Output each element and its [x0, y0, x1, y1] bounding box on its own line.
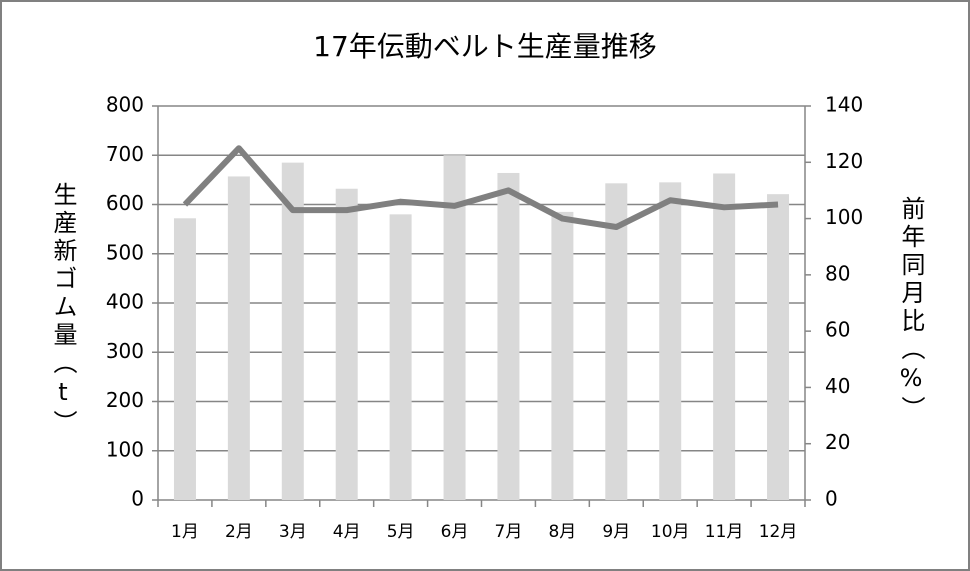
x-tick-label: 4月 [333, 522, 361, 542]
x-tick-label: 1月 [171, 522, 199, 542]
y-axis-title: 生産新ゴム量（t） [49, 182, 77, 438]
bar [389, 214, 412, 500]
x-tick-label: 8月 [548, 522, 576, 542]
x-tick-label: 2月 [225, 522, 253, 542]
y2-tick-label: 60 [825, 318, 850, 342]
y-tick-label: 300 [106, 339, 144, 363]
y2-tick-label: 0 [825, 487, 838, 511]
bar [173, 218, 196, 501]
x-tick-label: 11月 [705, 522, 744, 542]
bar [281, 162, 304, 500]
line [182, 145, 779, 231]
bar [659, 182, 682, 500]
y-tick-label: 0 [131, 487, 144, 511]
x-tick-label: 6月 [441, 522, 469, 542]
y-tick-label: 200 [106, 388, 144, 412]
x-tick-label: 12月 [759, 522, 798, 542]
y2-tick-label: 20 [825, 430, 850, 454]
x-tick-label: 3月 [279, 522, 307, 542]
x-tick-label: 5月 [387, 522, 415, 542]
x-tick-label: 7月 [495, 522, 523, 542]
y2-tick-label: 120 [825, 149, 863, 173]
bar [551, 211, 574, 500]
y-tick-label: 800 [106, 93, 144, 117]
x-tick-label: 10月 [651, 522, 690, 542]
chart-title: 17年伝動ベルト生産量推移 [313, 30, 657, 63]
bar [713, 173, 736, 500]
y2-tick-label: 80 [825, 261, 850, 285]
y-tick-label: 400 [106, 290, 144, 314]
y2-axis-title: 前年同月比（%） [897, 196, 925, 424]
bar [497, 172, 520, 501]
bar [767, 194, 790, 500]
y2-tick-label: 40 [825, 374, 850, 398]
x-tick-label: 9月 [602, 522, 630, 542]
bar [605, 183, 628, 500]
y2-tick-label: 140 [825, 93, 863, 117]
y-tick-label: 700 [106, 142, 144, 166]
bar [335, 188, 358, 501]
y-tick-label: 100 [106, 437, 144, 461]
bar [227, 176, 250, 501]
bar [443, 155, 466, 500]
y-tick-label: 600 [106, 191, 144, 215]
y2-tick-label: 100 [825, 205, 863, 229]
y-tick-label: 500 [106, 240, 144, 264]
